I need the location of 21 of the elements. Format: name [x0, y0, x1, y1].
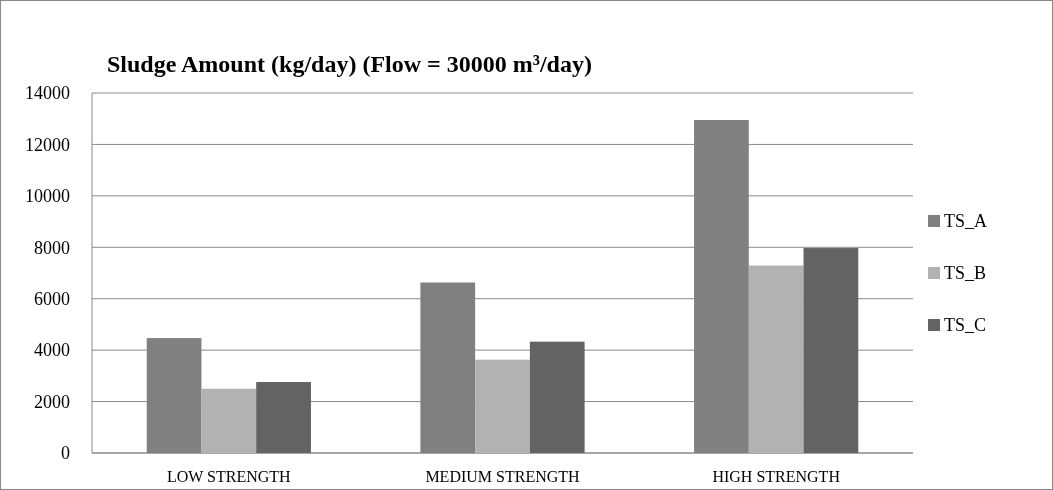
bar — [201, 388, 257, 453]
bar — [475, 359, 530, 453]
y-tick-label: 10000 — [25, 186, 70, 207]
y-tick-label: 12000 — [25, 134, 70, 155]
bar — [529, 341, 585, 453]
legend-label: TS_C — [944, 315, 987, 336]
legend-label: TS_A — [944, 211, 988, 232]
y-tick-label: 6000 — [34, 289, 70, 310]
bar — [803, 248, 859, 453]
x-tick-label: HIGH STRENGTH — [712, 468, 841, 485]
chart-title: Sludge Amount (kg/day) (Flow = 30000 m³/day) — [107, 51, 592, 77]
x-tick-label: MEDIUM STRENGTH — [425, 468, 581, 485]
bar — [748, 265, 804, 453]
x-tick-label: LOW STRENGTH — [166, 468, 292, 485]
legend-label: TS_B — [944, 263, 987, 284]
y-tick-label: 8000 — [34, 237, 70, 258]
y-tick-label: 0 — [61, 443, 70, 464]
bar — [256, 382, 311, 453]
y-tick-label: 4000 — [34, 340, 70, 361]
y-tick-label: 2000 — [34, 391, 70, 412]
y-tick-label: 14000 — [25, 83, 70, 104]
